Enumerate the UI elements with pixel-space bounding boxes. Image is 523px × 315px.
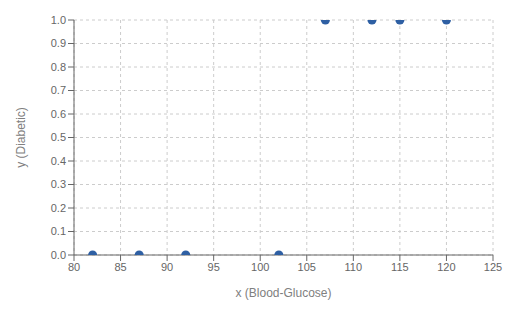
- svg-text:0.9: 0.9: [51, 37, 66, 49]
- svg-text:100: 100: [251, 261, 269, 273]
- svg-text:0.5: 0.5: [51, 131, 66, 143]
- svg-text:85: 85: [114, 261, 126, 273]
- svg-text:0.0: 0.0: [51, 249, 66, 261]
- svg-text:0.2: 0.2: [51, 202, 66, 214]
- svg-text:0.4: 0.4: [51, 155, 66, 167]
- svg-text:110: 110: [345, 261, 363, 273]
- svg-text:0.1: 0.1: [51, 225, 66, 237]
- svg-text:80: 80: [68, 261, 80, 273]
- svg-text:90: 90: [161, 261, 173, 273]
- svg-text:1.0: 1.0: [51, 14, 66, 26]
- svg-text:105: 105: [298, 261, 316, 273]
- svg-text:0.3: 0.3: [51, 178, 66, 190]
- svg-text:120: 120: [437, 261, 455, 273]
- svg-text:y (Diabetic): y (Diabetic): [14, 107, 28, 168]
- svg-text:115: 115: [391, 261, 409, 273]
- svg-text:0.6: 0.6: [51, 108, 66, 120]
- svg-text:0.8: 0.8: [51, 61, 66, 73]
- svg-text:95: 95: [208, 261, 220, 273]
- svg-text:125: 125: [484, 261, 502, 273]
- svg-text:x (Blood-Glucose): x (Blood-Glucose): [235, 286, 331, 300]
- svg-text:0.7: 0.7: [51, 84, 66, 96]
